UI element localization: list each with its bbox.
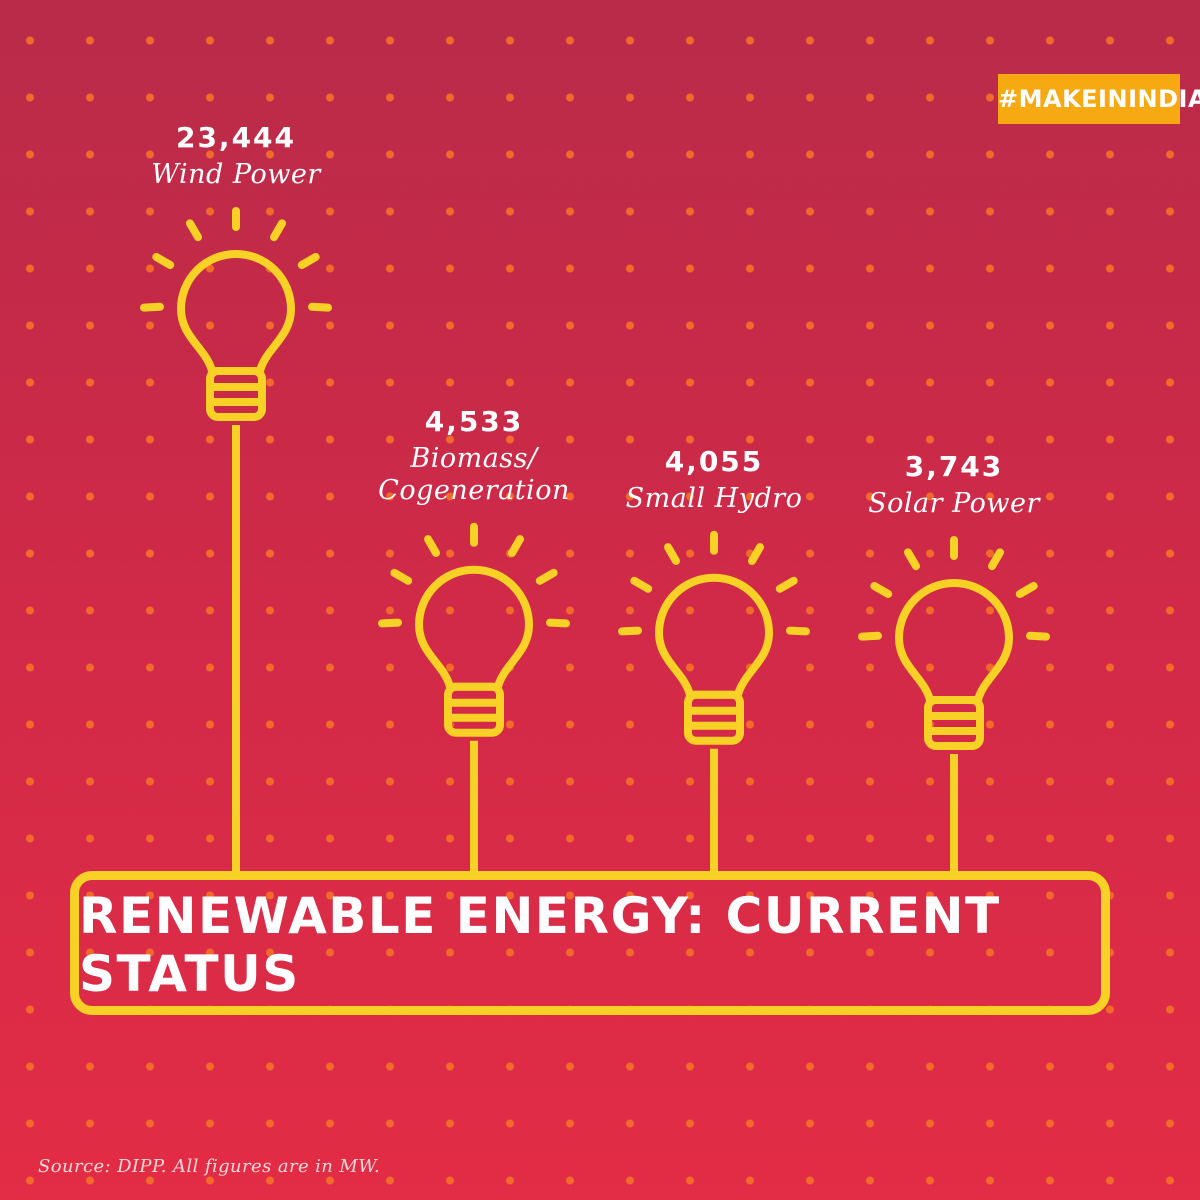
bulb-glass-icon [415, 565, 533, 691]
light-ray [535, 568, 558, 585]
light-ray [508, 535, 524, 557]
light-ray [775, 576, 798, 593]
category-label-line: Small Hydro [625, 482, 803, 514]
light-ray [786, 626, 810, 636]
light-ray [152, 253, 175, 269]
bulb-label-2: 4,533 Biomass/Cogeneration [314, 405, 634, 507]
light-ray [664, 543, 680, 565]
bulb-base [206, 367, 266, 421]
category-label-line: Biomass/ [410, 442, 538, 474]
category-label: Solar Power [794, 488, 1114, 520]
data-label: 4,055 [664, 444, 764, 478]
bulb-base [444, 682, 504, 737]
bulb-base [924, 696, 984, 750]
light-ray [546, 618, 570, 628]
hashtag-badge: #MAKEININDIA [998, 74, 1200, 124]
category-label-line: Wind Power [151, 159, 321, 190]
light-ray [378, 618, 402, 628]
light-ray [748, 543, 764, 565]
bulb-glass-icon [895, 579, 1013, 704]
bulb-label-3: 4,055 Small Hydro [554, 445, 874, 515]
light-ray [308, 302, 332, 312]
bulb-label-4: 3,743 Solar Power [794, 450, 1114, 520]
category-label: Biomass/Cogeneration [314, 443, 634, 507]
light-ray [904, 548, 920, 571]
light-ray [1015, 582, 1038, 598]
title-box: RENEWABLE ENERGY: CURRENT STATUS [70, 871, 1110, 1015]
data-label: 3,743 [904, 450, 1004, 483]
light-ray [630, 576, 653, 593]
bulb-4 [858, 536, 1050, 871]
light-ray [858, 631, 882, 641]
light-ray [1026, 631, 1050, 641]
bulb-glass-icon [177, 250, 295, 375]
category-label-line: Cogeneration [378, 474, 570, 506]
bulb-3 [618, 530, 810, 871]
light-ray [270, 219, 286, 242]
light-ray [618, 626, 642, 636]
light-ray [390, 568, 413, 585]
category-label-line: Solar Power [868, 488, 1040, 519]
data-label: 23,444 [175, 121, 297, 154]
light-ray [424, 535, 440, 557]
category-label: Wind Power [76, 159, 396, 191]
category-label: Small Hydro [554, 483, 874, 515]
bulb-2 [378, 522, 570, 871]
bulb-glass-icon [655, 573, 773, 699]
data-label: 4,533 [424, 404, 524, 438]
chart-title: RENEWABLE ENERGY: CURRENT STATUS [79, 887, 1001, 1003]
light-ray [988, 548, 1004, 571]
source-note: Source: DIPP. All figures are in MW. [38, 1156, 381, 1177]
bulb-1 [140, 207, 332, 871]
bulb-label-1: 23,444 Wind Power [76, 121, 396, 191]
light-ray [186, 219, 202, 242]
light-ray [297, 253, 320, 269]
light-ray [140, 302, 164, 312]
bulb-base [684, 690, 744, 745]
light-ray [870, 582, 893, 598]
